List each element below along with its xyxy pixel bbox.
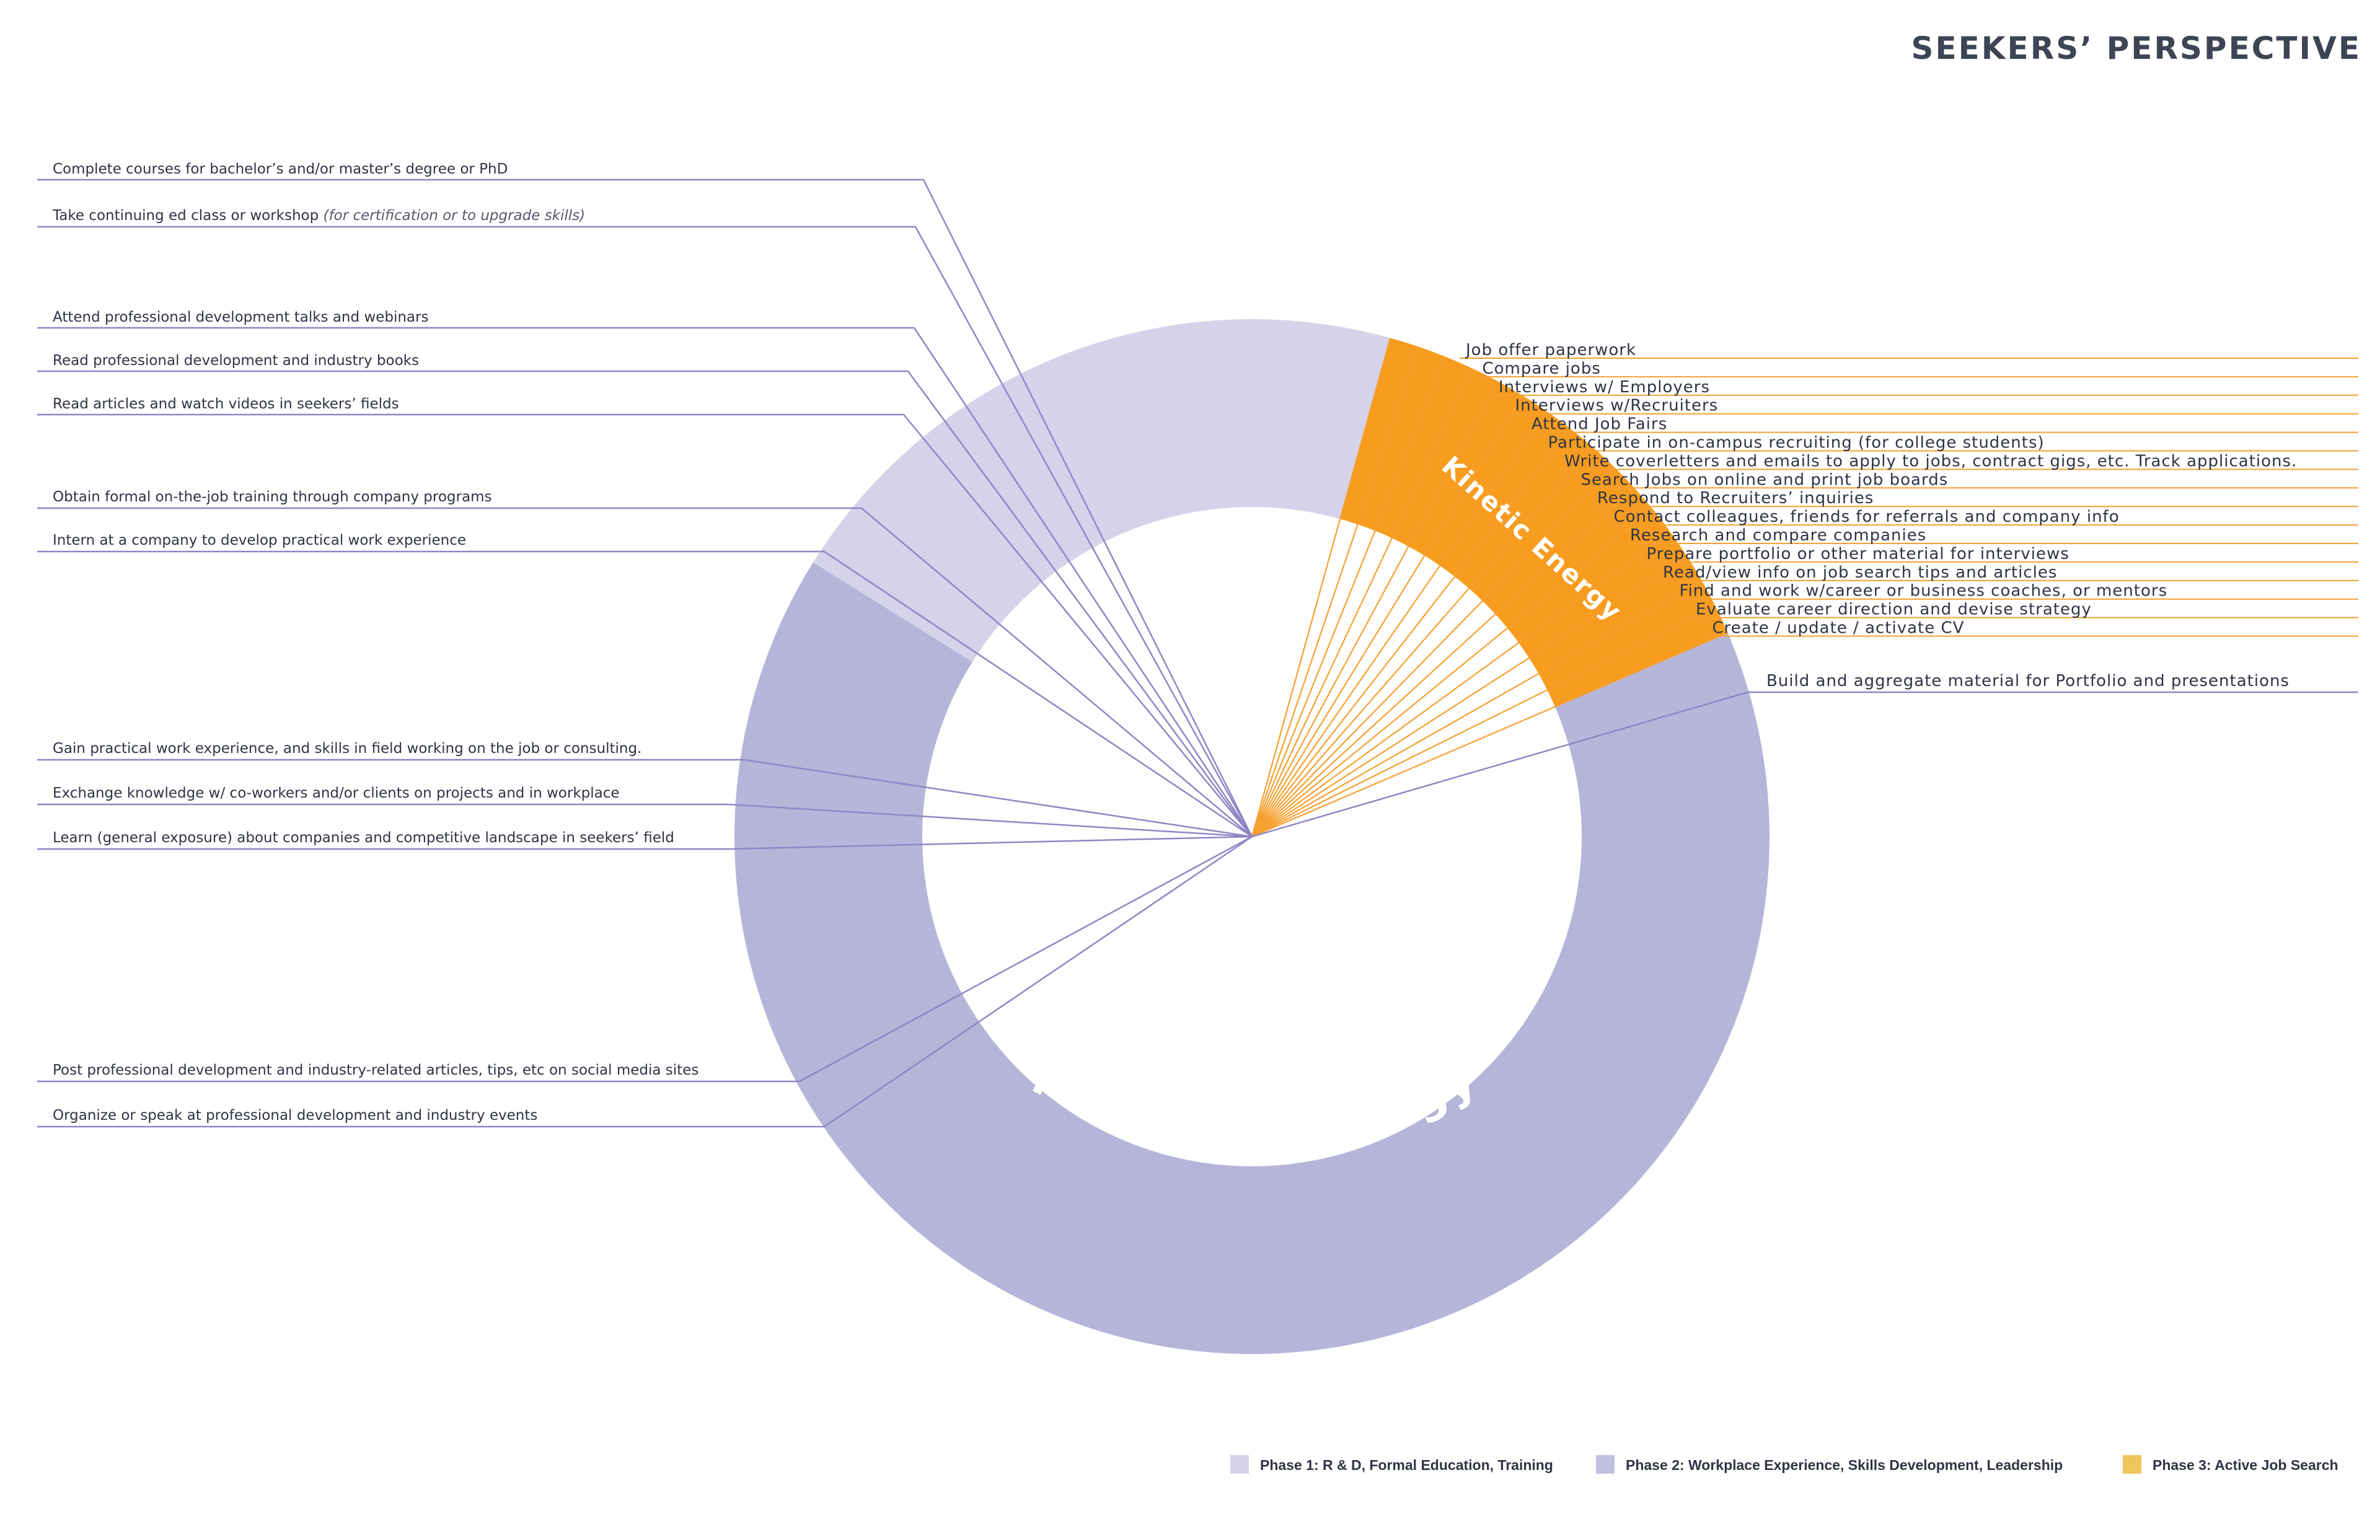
legend-swatch bbox=[1230, 1455, 1249, 1474]
kinetic-divider-line bbox=[1251, 580, 1703, 837]
kinetic-divider-line bbox=[1251, 346, 1419, 837]
kinetic-activity-label: Read/view info on job search tips and ar… bbox=[1663, 563, 2057, 582]
kinetic-activity-label: Prepare portfolio or other material for … bbox=[1647, 545, 2069, 563]
activity-label-text: Post professional development and indust… bbox=[53, 1062, 699, 1078]
kinetic-divider-line bbox=[1251, 395, 1523, 837]
activity-label: Learn (general exposure) about companies… bbox=[53, 830, 674, 846]
activity-label-text: Organize or speak at professional develo… bbox=[53, 1107, 537, 1124]
legend-label: Phase 1: R & D, Formal Education, Traini… bbox=[1260, 1457, 1553, 1473]
kinetic-divider-line bbox=[1251, 555, 1688, 837]
activity-label: Organize or speak at professional develo… bbox=[53, 1107, 537, 1124]
kinetic-activity-label: Write coverletters and emails to apply t… bbox=[1564, 452, 2297, 470]
phase2-ring-segment bbox=[734, 562, 1770, 1355]
kinetic-segment-dividers bbox=[1251, 338, 1728, 838]
phase3-leader-lines bbox=[1251, 358, 2358, 838]
kinetic-divider-line bbox=[1251, 411, 1548, 837]
activity-label-text: Learn (general exposure) about companies… bbox=[53, 830, 674, 846]
phase1-ring-segment bbox=[813, 319, 1391, 662]
activity-label-text: Complete courses for bachelor’s and/or m… bbox=[53, 161, 508, 177]
portfolio-activity-label: Build and aggregate material for Portfol… bbox=[1766, 672, 2290, 690]
activity-label-text: Read articles and watch videos in seeker… bbox=[53, 396, 399, 412]
phase-legend: Phase 1: R & D, Formal Education, Traini… bbox=[1230, 1455, 2338, 1474]
activity-label-text: Obtain formal on-the-job training throug… bbox=[53, 489, 491, 505]
kinetic-divider-line bbox=[1251, 509, 1654, 837]
phase1-2-leader-lines bbox=[37, 178, 1253, 1128]
kinetic-activity-label: Interviews w/Recruiters bbox=[1515, 397, 1719, 415]
activity-label: Exchange knowledge w/ co-workers and/or … bbox=[53, 785, 620, 801]
leader-line bbox=[37, 550, 1253, 838]
activity-label: Obtain formal on-the-job training throug… bbox=[53, 489, 491, 505]
activity-label: Attend professional development talks an… bbox=[53, 309, 428, 325]
kinetic-activity-label: Attend Job Fairs bbox=[1532, 415, 1667, 434]
kinetic-divider-line bbox=[1251, 356, 1446, 837]
kinetic-activity-label: Evaluate career direction and devise str… bbox=[1696, 601, 2092, 619]
leader-line bbox=[37, 178, 1253, 837]
energy-ring bbox=[734, 319, 1770, 1355]
activity-label-text: Gain practical work experience, and skil… bbox=[53, 741, 641, 757]
kinetic-activity-label: Interviews w/ Employers bbox=[1499, 378, 1710, 397]
phase1-2-activity-labels: Complete courses for bachelor’s and/or m… bbox=[52, 161, 699, 1124]
activity-label: Post professional development and indust… bbox=[53, 1062, 699, 1078]
legend-swatch bbox=[2123, 1455, 2141, 1474]
leader-line bbox=[37, 835, 1253, 850]
leader-line bbox=[37, 327, 1253, 837]
activity-label-text: Take continuing ed class or workshop bbox=[52, 208, 324, 224]
legend-label: Phase 3: Active Job Search bbox=[2153, 1457, 2338, 1473]
activity-label-text: Intern at a company to develop practical… bbox=[53, 532, 466, 548]
legend-swatch bbox=[1596, 1455, 1615, 1474]
leader-line bbox=[37, 835, 1253, 1128]
kinetic-divider-line bbox=[1251, 381, 1499, 837]
kinetic-divider-line bbox=[1251, 446, 1593, 837]
kinetic-activity-label: Compare jobs bbox=[1483, 359, 1601, 378]
kinetic-divider-line bbox=[1251, 428, 1571, 837]
kinetic-activity-label: Contact colleagues, friends for referral… bbox=[1614, 508, 2120, 526]
kinetic-divider-line bbox=[1251, 466, 1615, 837]
leader-line bbox=[37, 413, 1253, 837]
leader-line bbox=[37, 835, 1253, 1083]
activity-label-text: Read professional development and indust… bbox=[53, 353, 419, 369]
leader-line bbox=[37, 370, 1253, 837]
activity-label: Complete courses for bachelor’s and/or m… bbox=[53, 161, 508, 177]
kinetic-divider-line bbox=[1251, 486, 1634, 837]
kinetic-activity-label: Respond to Recruiters’ inquiries bbox=[1597, 489, 1874, 508]
kinetic-divider-line bbox=[1251, 532, 1671, 837]
leader-line bbox=[37, 759, 1253, 838]
page-title: SEEKERS’ PERSPECTIVE bbox=[1911, 30, 2361, 66]
activity-label-text: Attend professional development talks an… bbox=[53, 309, 428, 325]
kinetic-activity-label: Find and work w/career or business coach… bbox=[1680, 582, 2168, 601]
leader-line bbox=[37, 803, 1253, 838]
kinetic-activity-label: Create / update / activate CV bbox=[1712, 619, 1965, 638]
activity-label-note: (for certification or to upgrade skills) bbox=[324, 208, 586, 224]
activity-label: Read articles and watch videos in seeker… bbox=[53, 396, 399, 412]
legend-label: Phase 2: Workplace Experience, Skills De… bbox=[1626, 1457, 2063, 1473]
kinetic-divider-line bbox=[1251, 605, 1716, 837]
kinetic-divider-line bbox=[1251, 367, 1473, 837]
activity-label-text: Exchange knowledge w/ co-workers and/or … bbox=[53, 785, 620, 801]
activity-label: Take continuing ed class or workshop (fo… bbox=[52, 208, 585, 224]
kinetic-activity-label: Job offer paperwork bbox=[1465, 341, 1636, 359]
kinetic-divider-line bbox=[1251, 632, 1728, 838]
portfolio-leader-line bbox=[1251, 691, 2358, 838]
kinetic-activity-label: Research and compare companies bbox=[1630, 526, 1926, 545]
leader-line bbox=[37, 507, 1253, 837]
activity-label: Read professional development and indust… bbox=[53, 353, 419, 369]
kinetic-divider-line bbox=[1251, 338, 1391, 837]
activity-label: Gain practical work experience, and skil… bbox=[53, 741, 641, 757]
kinetic-activity-label: Search Jobs on online and print job boar… bbox=[1581, 470, 1949, 489]
leader-line bbox=[37, 226, 1253, 837]
activity-label: Intern at a company to develop practical… bbox=[53, 532, 466, 548]
phase3-ring-segment bbox=[1340, 338, 1728, 707]
kinetic-activity-label: Participate in on-campus recruiting (for… bbox=[1548, 434, 2045, 452]
